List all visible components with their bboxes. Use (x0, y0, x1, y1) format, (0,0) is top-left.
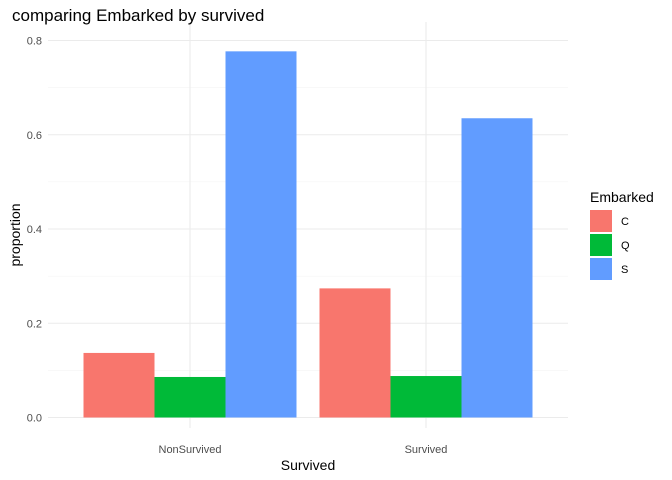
legend-label-S: S (621, 264, 628, 276)
bars (83, 51, 533, 418)
chart-title: comparing Embarked by survived (12, 6, 264, 25)
y-axis-ticks: 0.0 0.2 0.4 0.6 0.8 (27, 36, 42, 425)
legend-label-Q: Q (621, 240, 630, 252)
y-tick-label: 0.8 (27, 36, 42, 48)
bar-S-NonSurvived (225, 51, 297, 418)
legend-label-C: C (621, 216, 629, 228)
y-tick-label: 0.4 (27, 224, 42, 236)
legend-key-S (590, 258, 612, 280)
legend: Embarked CQS (590, 189, 654, 280)
legend-key-Q (590, 234, 612, 256)
legend-key-C (590, 210, 612, 232)
y-axis-label: proportion (7, 203, 23, 266)
y-tick-label: 0.0 (27, 413, 42, 425)
bar-Q-Survived (390, 376, 462, 418)
x-axis-label: Survived (281, 457, 335, 473)
bar-C-Survived (319, 288, 391, 418)
y-tick-label: 0.2 (27, 318, 42, 330)
legend-title: Embarked (590, 189, 654, 205)
y-tick-label: 0.6 (27, 130, 42, 142)
bar-S-Survived (461, 118, 533, 418)
bar-Q-NonSurvived (154, 376, 226, 418)
x-tick-label: Survived (405, 444, 448, 456)
bar-C-NonSurvived (83, 352, 155, 418)
x-tick-label: NonSurvived (159, 444, 222, 456)
x-axis-ticks: NonSurvived Survived (159, 444, 448, 456)
